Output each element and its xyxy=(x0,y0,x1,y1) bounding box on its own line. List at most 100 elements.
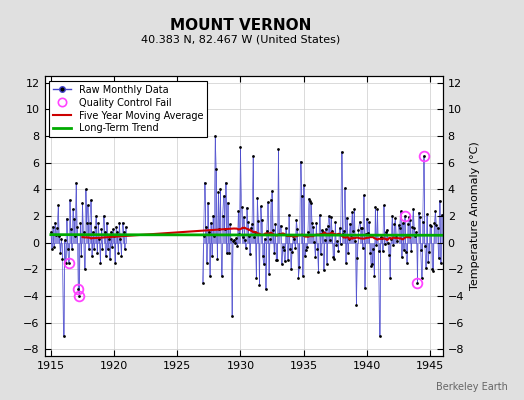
Point xyxy=(269,226,277,233)
Point xyxy=(86,197,95,203)
Point xyxy=(422,265,430,271)
Point xyxy=(57,236,66,242)
Point xyxy=(203,260,211,266)
Point xyxy=(386,275,394,281)
Point xyxy=(91,224,100,230)
Point xyxy=(389,242,398,248)
Text: Berkeley Earth: Berkeley Earth xyxy=(436,382,508,392)
Point xyxy=(368,261,376,268)
Point xyxy=(234,208,243,214)
Point xyxy=(286,246,294,252)
Point xyxy=(276,222,285,229)
Point xyxy=(397,208,405,215)
Point xyxy=(432,222,441,228)
Point xyxy=(292,217,301,223)
Point xyxy=(62,216,71,222)
Point xyxy=(366,250,374,257)
Point xyxy=(342,259,350,266)
Point xyxy=(431,208,440,214)
Point xyxy=(76,220,84,226)
Point xyxy=(277,261,286,267)
Point xyxy=(59,333,68,339)
Point xyxy=(247,225,255,231)
Point xyxy=(205,229,213,235)
Point xyxy=(99,246,107,252)
Point xyxy=(335,225,344,231)
Point xyxy=(237,204,246,210)
Point xyxy=(287,266,295,273)
Point xyxy=(55,233,63,239)
Point xyxy=(434,255,443,262)
Point xyxy=(371,204,379,210)
Point xyxy=(61,260,70,266)
Point xyxy=(303,244,311,250)
Point xyxy=(403,260,411,266)
Point xyxy=(357,225,366,232)
Point xyxy=(52,232,60,238)
Point xyxy=(311,254,320,260)
Point xyxy=(93,250,102,256)
Point xyxy=(104,246,112,252)
Point xyxy=(109,226,117,232)
Point xyxy=(319,229,327,236)
Point xyxy=(414,209,423,216)
Point xyxy=(241,237,249,244)
Point xyxy=(110,233,118,239)
Point xyxy=(115,220,124,226)
Point xyxy=(274,146,282,152)
Point xyxy=(313,246,322,252)
Point xyxy=(336,241,345,248)
Point xyxy=(107,229,115,235)
Point xyxy=(58,256,67,262)
Point xyxy=(266,236,274,243)
Point xyxy=(316,251,325,258)
Point xyxy=(347,232,355,238)
Point xyxy=(370,273,378,280)
Point xyxy=(49,224,57,230)
Point xyxy=(278,244,287,250)
Point xyxy=(84,246,93,252)
Point xyxy=(424,259,432,266)
Point xyxy=(433,225,442,231)
Point xyxy=(100,213,108,219)
Point xyxy=(353,255,362,262)
Point xyxy=(89,229,97,235)
Point xyxy=(233,243,242,250)
Point xyxy=(223,250,231,256)
Point xyxy=(78,200,86,206)
Point xyxy=(225,250,233,256)
Point xyxy=(270,250,278,256)
Point xyxy=(364,230,372,237)
Point xyxy=(407,248,416,254)
Point xyxy=(265,270,273,277)
Point xyxy=(379,202,388,209)
Point xyxy=(385,252,393,258)
Point xyxy=(280,258,289,264)
Point xyxy=(355,219,364,225)
Point xyxy=(334,248,343,254)
Point xyxy=(430,220,439,227)
Point xyxy=(340,228,348,234)
Point xyxy=(420,153,428,159)
Point xyxy=(312,220,321,226)
Point xyxy=(238,234,247,240)
Point xyxy=(399,220,407,226)
Point xyxy=(411,233,420,239)
Point xyxy=(427,223,435,229)
Point xyxy=(254,218,263,224)
Point xyxy=(217,273,226,279)
Point xyxy=(212,166,221,172)
Point xyxy=(108,244,116,250)
Point xyxy=(248,221,256,228)
Point xyxy=(421,243,429,250)
Point xyxy=(358,244,367,251)
Point xyxy=(251,229,259,236)
Point xyxy=(300,181,308,188)
Point xyxy=(260,236,269,242)
Point xyxy=(56,250,64,256)
Point xyxy=(226,221,234,228)
Point xyxy=(50,244,58,250)
Point xyxy=(48,246,56,252)
Point xyxy=(426,222,434,228)
Point xyxy=(54,202,62,208)
